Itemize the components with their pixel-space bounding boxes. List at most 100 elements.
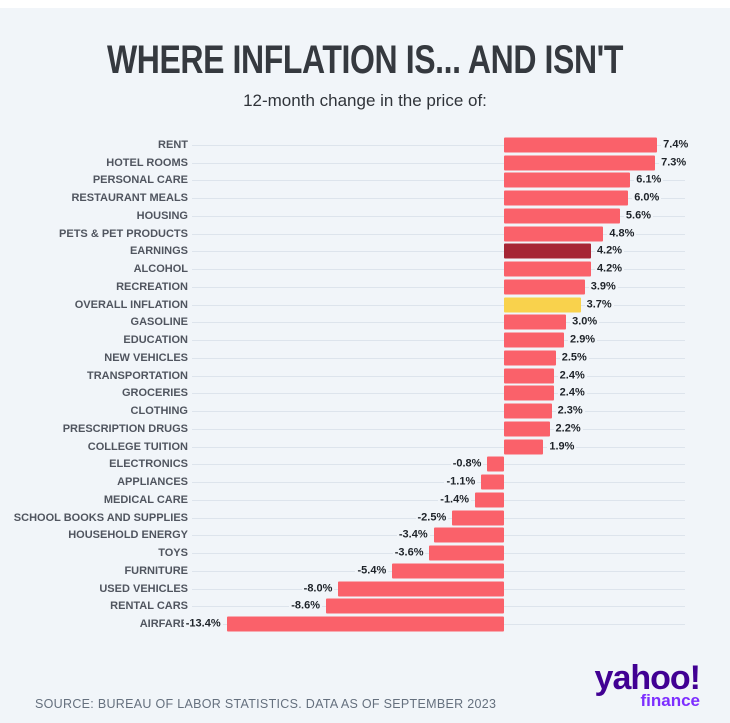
- row-plot: 3.0%: [190, 314, 712, 332]
- bar: [504, 226, 604, 242]
- row-plot: -0.8%: [190, 456, 712, 474]
- row-plot: 4.2%: [190, 260, 712, 278]
- bar: [504, 261, 591, 277]
- category-label: OVERALL INFLATION: [74, 298, 188, 311]
- category-label: CLOTHING: [130, 405, 188, 418]
- value-label: 7.3%: [659, 155, 689, 171]
- leader-line: [192, 446, 685, 448]
- row-plot: -3.4%: [190, 527, 712, 545]
- value-label: -1.1%: [444, 474, 478, 490]
- value-label: 2.4%: [557, 368, 587, 384]
- value-label: -5.4%: [355, 563, 389, 579]
- row-plot: 6.0%: [190, 189, 712, 207]
- value-label: -13.4%: [183, 616, 223, 632]
- chart-row: GROCERIES 2.4%: [0, 385, 712, 403]
- bar: [504, 155, 656, 171]
- chart-row: RECREATION 3.9%: [0, 278, 712, 296]
- category-label: PETS & PET PRODUCTS: [59, 227, 188, 240]
- chart-row: PRESCRIPTION DRUGS 2.2%: [0, 420, 712, 438]
- chart-row: SCHOOL BOOKS AND SUPPLIES -2.5%: [0, 509, 712, 527]
- chart-row: CLOTHING 2.3%: [0, 402, 712, 420]
- value-label: 2.4%: [557, 385, 587, 401]
- category-label: FURNITURE: [124, 564, 188, 577]
- value-label: 2.3%: [555, 403, 585, 419]
- bar: [433, 527, 504, 543]
- bar: [504, 243, 591, 259]
- value-label: -3.6%: [392, 545, 426, 561]
- value-label: -8.6%: [289, 598, 322, 614]
- row-plot: 7.3%: [190, 154, 712, 172]
- chart-row: AIRFARE -13.4%: [0, 615, 712, 633]
- leader-line: [192, 144, 685, 146]
- bar: [504, 208, 620, 224]
- leader-line: [192, 482, 685, 484]
- value-label: 4.2%: [594, 261, 625, 277]
- finance-wordmark: finance: [640, 691, 700, 710]
- value-label: 7.4%: [661, 137, 691, 153]
- value-label: -3.4%: [396, 527, 430, 543]
- leader-line: [192, 304, 685, 306]
- bar: [325, 598, 504, 614]
- row-plot: 4.8%: [190, 225, 712, 243]
- chart-row: EARNINGS 4.2%: [0, 243, 712, 261]
- bar-chart: RENT 7.4% HOTEL ROOMS 7.3% PERSONAL CARE 6.1%…: [0, 136, 712, 633]
- category-label: PERSONAL CARE: [92, 174, 188, 187]
- leader-line: [192, 233, 685, 235]
- chart-row: RESTAURANT MEALS 6.0%: [0, 189, 712, 207]
- chart-subtitle: 12-month change in the price of:: [243, 91, 487, 110]
- chart-row: HOUSING 5.6%: [0, 207, 712, 225]
- yahoo-wordmark: yahoo!: [594, 659, 701, 697]
- category-label: RENTAL CARS: [110, 600, 188, 613]
- bar: [504, 314, 567, 330]
- row-plot: 2.9%: [190, 331, 712, 349]
- infographic-panel: WHERE INFLATION IS... AND ISN'T 12-month…: [0, 8, 730, 723]
- leader-line: [192, 464, 685, 466]
- category-label: RENT: [158, 138, 188, 151]
- chart-row: GASOLINE 3.0%: [0, 314, 712, 332]
- bar: [504, 137, 658, 153]
- leader-line: [192, 180, 685, 182]
- bar: [338, 581, 504, 597]
- bar: [392, 563, 504, 579]
- value-label: 3.9%: [588, 279, 618, 295]
- leader-line: [192, 357, 685, 359]
- category-label: PRESCRIPTION DRUGS: [62, 422, 188, 435]
- chart-row: APPLIANCES -1.1%: [0, 473, 712, 491]
- chart-row: PETS & PET PRODUCTS 4.8%: [0, 225, 712, 243]
- row-plot: -8.0%: [190, 580, 712, 598]
- chart-row: FURNITURE -5.4%: [0, 562, 712, 580]
- chart-row: OVERALL INFLATION 3.7%: [0, 296, 712, 314]
- bar: [504, 439, 544, 455]
- category-label: TRANSPORTATION: [86, 369, 188, 382]
- leader-line: [192, 286, 685, 288]
- chart-row: RENT 7.4%: [0, 136, 712, 154]
- category-label: APPLIANCES: [117, 476, 188, 489]
- bar: [504, 279, 585, 295]
- value-label: 1.9%: [547, 439, 577, 455]
- value-label: 6.1%: [634, 172, 664, 188]
- leader-line: [192, 393, 685, 395]
- value-label: 2.9%: [568, 332, 598, 348]
- category-label: AIRFARE: [139, 618, 188, 631]
- bar: [481, 474, 504, 490]
- category-label: RECREATION: [116, 280, 188, 293]
- bar: [504, 350, 556, 366]
- value-label: 4.8%: [607, 226, 637, 242]
- value-label: 6.0%: [632, 190, 662, 206]
- category-label: ALCOHOL: [133, 263, 188, 276]
- bar: [487, 456, 504, 472]
- chart-row: HOUSEHOLD ENERGY -3.4%: [0, 527, 712, 545]
- row-plot: -2.5%: [190, 509, 712, 527]
- row-plot: 6.1%: [190, 172, 712, 190]
- leader-line: [192, 251, 685, 253]
- chart-title: WHERE INFLATION IS... AND ISN'T: [106, 38, 624, 82]
- value-label: 3.7%: [584, 297, 614, 313]
- value-label: -0.8%: [450, 456, 484, 472]
- row-plot: 1.9%: [190, 438, 712, 456]
- chart-row: MEDICAL CARE -1.4%: [0, 491, 712, 509]
- row-plot: 2.5%: [190, 349, 712, 367]
- chart-row: ELECTRONICS -0.8%: [0, 456, 712, 474]
- category-label: GASOLINE: [130, 316, 188, 329]
- leader-line: [192, 375, 685, 377]
- bar: [504, 403, 552, 419]
